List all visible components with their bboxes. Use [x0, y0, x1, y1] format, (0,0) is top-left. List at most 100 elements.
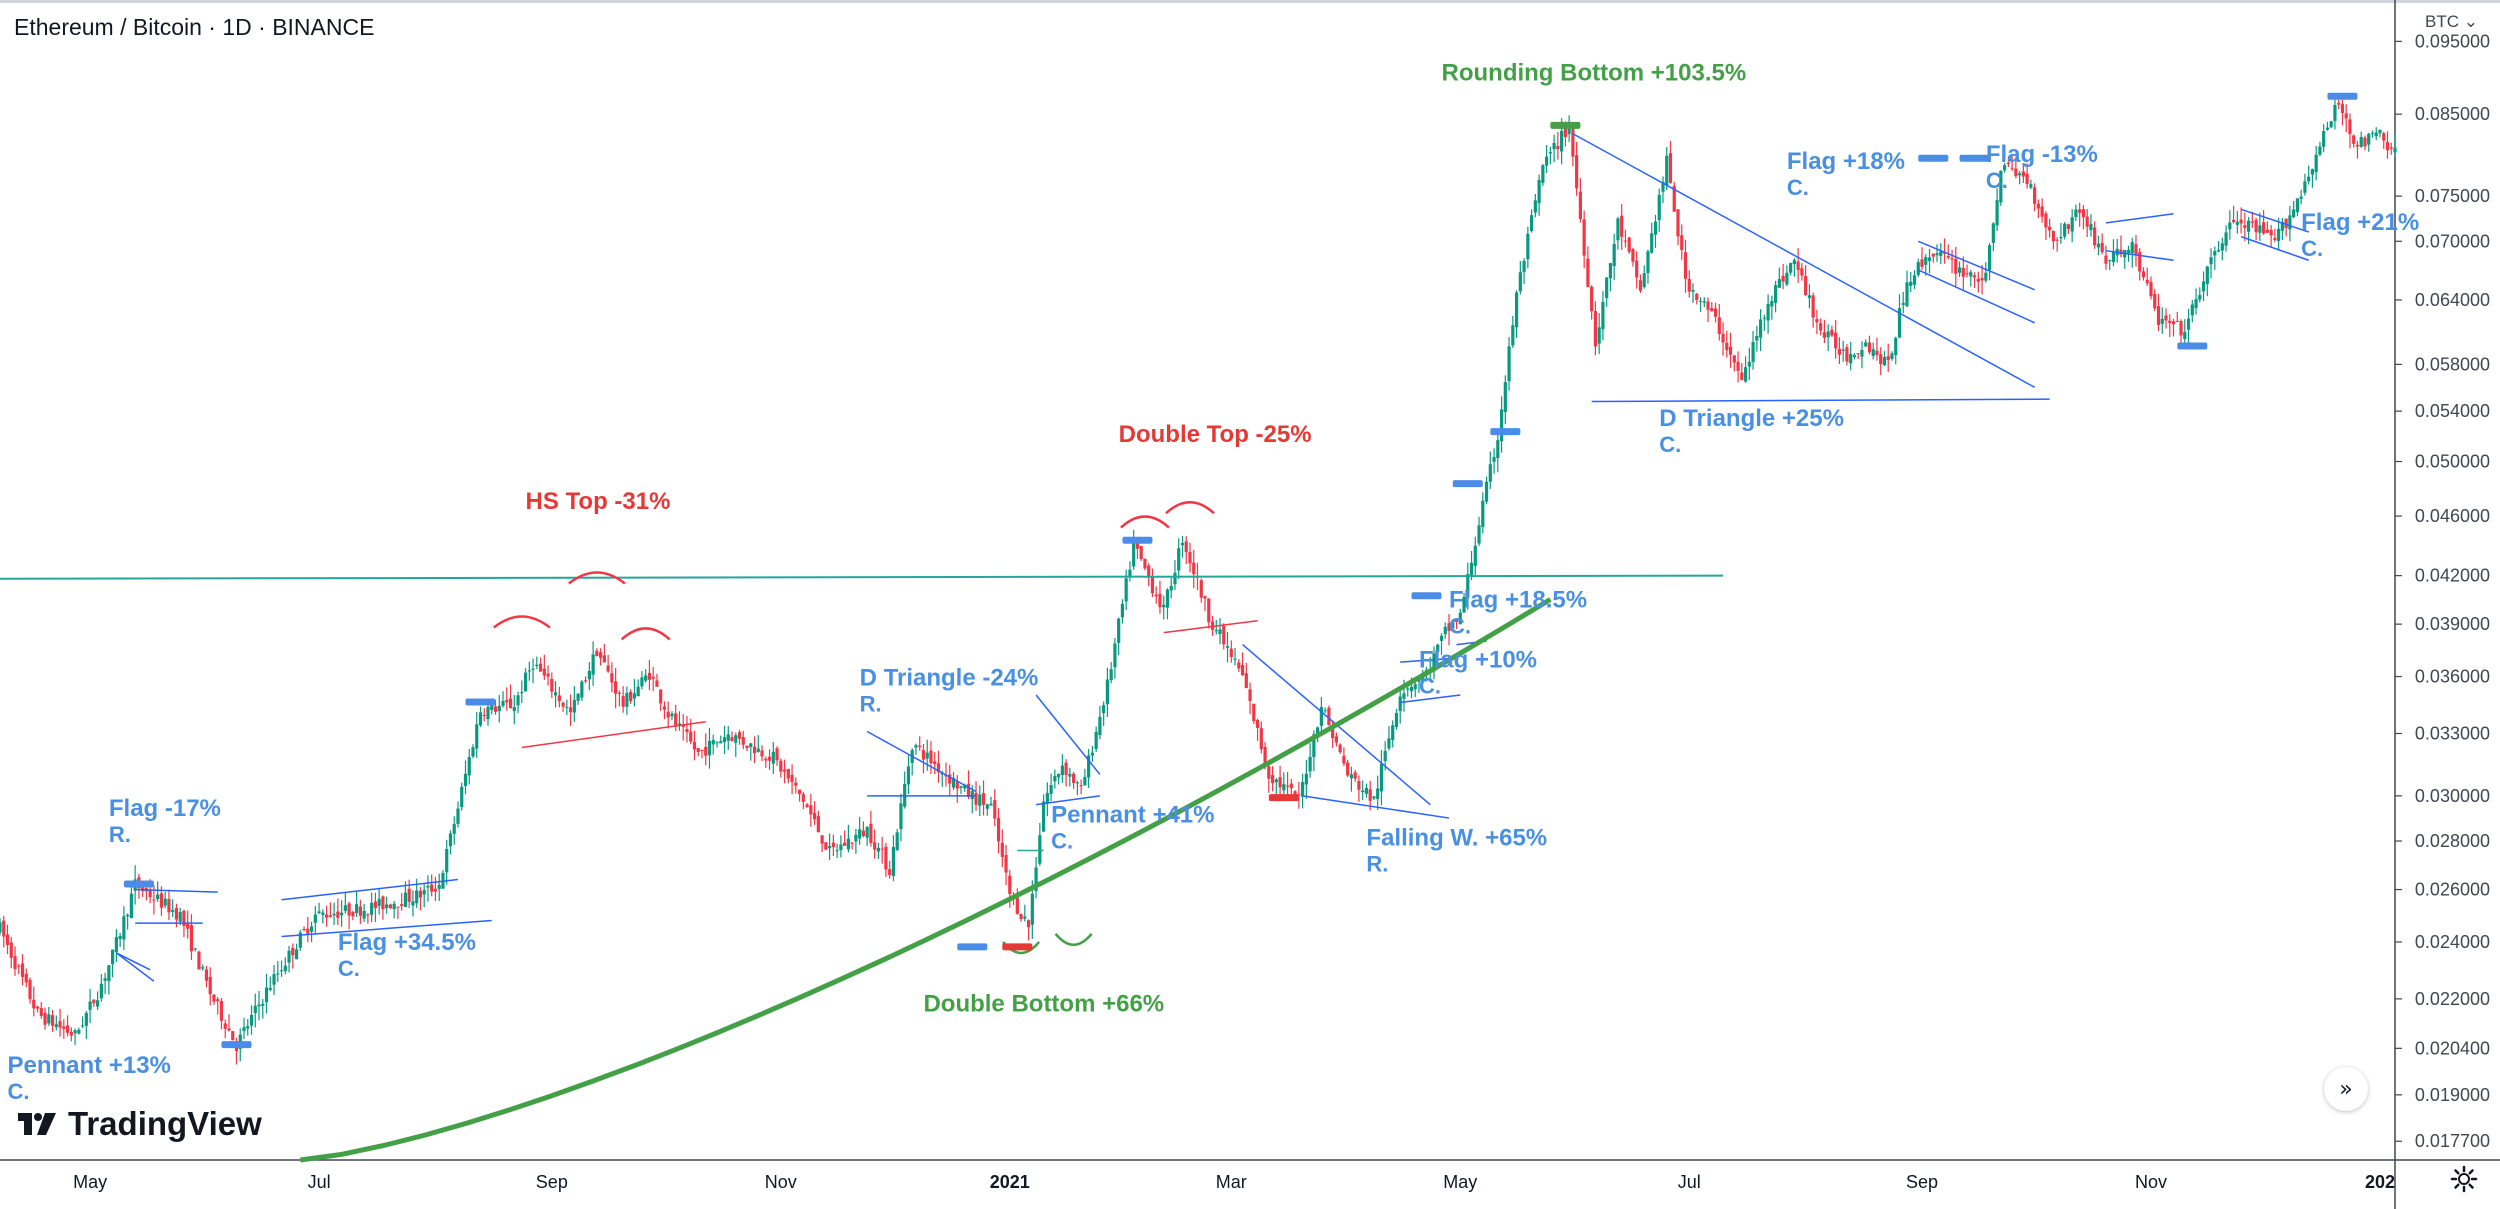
top-arc	[1120, 515, 1170, 529]
candle	[2014, 158, 2018, 179]
candle-body	[2171, 321, 2176, 325]
candle	[355, 890, 359, 917]
candle-body	[1225, 646, 1230, 648]
candle-body	[734, 735, 738, 743]
candle	[1162, 595, 1166, 620]
candle-body	[1901, 302, 1905, 305]
candle-body	[1469, 562, 1474, 575]
candle-body	[1758, 319, 1763, 338]
candle-body	[1537, 180, 1541, 204]
candle-body	[2164, 315, 2168, 321]
candle-body	[865, 827, 869, 838]
candle-body	[103, 978, 107, 981]
candle	[538, 657, 543, 672]
candle	[1192, 549, 1196, 589]
candle-body	[565, 706, 569, 708]
candle	[1999, 170, 2003, 206]
candle	[2220, 237, 2224, 261]
candle	[719, 735, 723, 744]
candle-body	[163, 898, 167, 906]
candle-body	[2382, 133, 2386, 141]
candle	[914, 743, 918, 755]
annotation-label: C.	[1419, 674, 1441, 699]
candle-body	[1203, 596, 1207, 599]
candle	[1207, 598, 1211, 629]
candle	[1642, 265, 1646, 289]
candle-body	[1683, 252, 1688, 279]
candle	[223, 1019, 227, 1039]
candle-body	[993, 800, 997, 819]
candle-body	[1346, 762, 1350, 776]
candle	[553, 681, 558, 708]
price-axis-label: 0.075000	[2415, 186, 2490, 206]
candle-body	[1725, 342, 1729, 351]
price-axis-label: 0.042000	[2415, 566, 2490, 586]
candle-body	[2239, 219, 2243, 224]
candle	[1792, 258, 1796, 277]
candle-body	[2055, 239, 2059, 241]
candle	[625, 686, 629, 715]
candle	[617, 690, 621, 707]
annotation-label: R.	[109, 822, 131, 847]
candle	[1650, 222, 1654, 254]
candle	[831, 834, 835, 857]
candle-body	[1672, 185, 1676, 212]
candle-body	[2089, 224, 2093, 231]
candle	[1924, 254, 1928, 276]
candle-body	[1545, 156, 1549, 166]
fast-forward-icon[interactable]: »	[2324, 1067, 2368, 1111]
candle-body	[1064, 762, 1068, 775]
candle	[1102, 701, 1106, 726]
candle-body	[302, 928, 306, 930]
candle-body	[92, 999, 96, 1004]
candle	[343, 892, 347, 914]
candle	[1758, 309, 1763, 351]
candle	[1789, 262, 1793, 276]
candle	[2344, 104, 2348, 133]
candle	[891, 835, 896, 882]
candle	[1728, 332, 1733, 368]
candle	[501, 691, 505, 708]
candle	[692, 730, 697, 761]
candle	[84, 1010, 88, 1040]
candle	[1834, 319, 1838, 359]
candle	[313, 906, 317, 935]
candle-body	[20, 963, 25, 978]
candle	[996, 808, 1001, 854]
candle	[452, 816, 456, 845]
gear-icon[interactable]	[2450, 1165, 2478, 1193]
candle-body	[13, 956, 17, 970]
candle	[2063, 222, 2067, 240]
candle-body	[460, 786, 464, 807]
candle	[1120, 599, 1125, 624]
candle-body	[1965, 273, 1969, 275]
candle-body	[1770, 301, 1774, 307]
candle-body	[2216, 249, 2221, 252]
candle	[1713, 302, 1718, 323]
candle	[873, 829, 877, 859]
price-axis-label: 0.054000	[2415, 401, 2490, 421]
candle	[2254, 217, 2258, 241]
candle	[1841, 340, 1845, 362]
candle	[1890, 351, 1894, 361]
candle	[422, 882, 426, 908]
candle-body	[43, 1012, 47, 1025]
candle	[2051, 230, 2055, 250]
annotation-label: D Triangle +25%	[1659, 405, 1844, 432]
candle-body	[1188, 552, 1192, 564]
candle-body	[1443, 626, 1447, 635]
candle-body	[501, 701, 505, 706]
candle	[1601, 291, 1605, 341]
candle	[1259, 721, 1263, 754]
candle	[1304, 759, 1308, 799]
tradingview-logo[interactable]: TradingView	[18, 1105, 262, 1143]
symbol-title[interactable]: Ethereum / Bitcoin · 1D · BINANCE	[14, 14, 375, 40]
candle	[1240, 652, 1245, 676]
price-scale-currency-menu[interactable]: BTC ⌄	[2425, 12, 2478, 32]
annotation-label: C.	[1659, 432, 1681, 457]
candle-body	[1927, 257, 1932, 261]
candle	[523, 668, 528, 692]
candle-body	[906, 766, 911, 785]
candle	[726, 726, 730, 750]
